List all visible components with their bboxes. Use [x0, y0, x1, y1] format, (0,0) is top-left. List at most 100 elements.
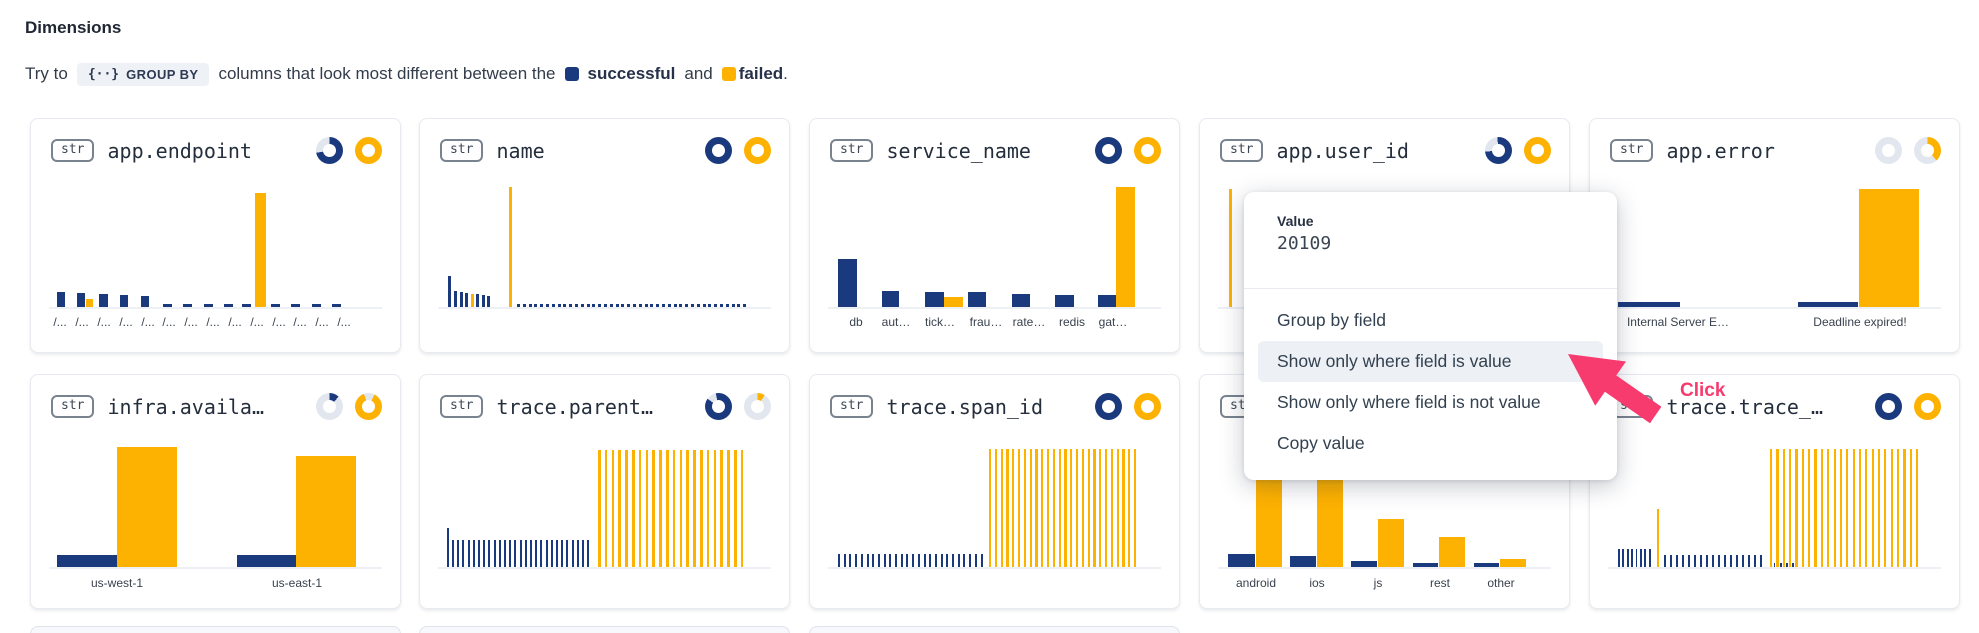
bar-failed[interactable] [1006, 449, 1009, 567]
bar-successful[interactable] [271, 304, 280, 307]
bar-successful[interactable] [866, 554, 869, 567]
menu-item-show-only-where-field-is-not-value[interactable]: Show only where field is not value [1277, 392, 1541, 412]
bar-successful[interactable] [708, 304, 712, 307]
bar-failed[interactable] [1378, 519, 1404, 567]
bar-failed[interactable] [1116, 187, 1135, 307]
bar-successful[interactable] [685, 304, 689, 307]
bar-successful[interactable] [57, 555, 117, 567]
bar-failed[interactable] [686, 450, 689, 567]
bar-failed[interactable] [1076, 449, 1079, 567]
field-card-trace.span_id[interactable]: str trace.span_id [809, 374, 1180, 609]
bar-successful[interactable] [662, 304, 665, 307]
bar-successful[interactable] [504, 540, 506, 567]
bar-failed[interactable] [1890, 449, 1893, 567]
bar-successful[interactable] [534, 304, 538, 307]
bar-successful[interactable] [1290, 556, 1316, 567]
bar-successful[interactable] [582, 540, 584, 567]
bar-successful[interactable] [575, 304, 578, 307]
bar-failed[interactable] [944, 297, 963, 307]
bar-successful[interactable] [1712, 555, 1714, 567]
bar-successful[interactable] [291, 304, 300, 307]
bar-successful[interactable] [509, 540, 512, 567]
bar-successful[interactable] [1644, 549, 1647, 567]
bar-successful[interactable] [1098, 295, 1116, 307]
bar-successful[interactable] [586, 304, 590, 307]
bar-failed[interactable] [1035, 449, 1038, 567]
field-card-trace.trace_…[interactable]: strtrace.trace_… [1589, 374, 1960, 609]
bar-successful[interactable] [514, 540, 517, 567]
bar-failed[interactable] [1858, 449, 1862, 567]
bar-failed[interactable] [1122, 449, 1125, 567]
bar-successful[interactable] [860, 554, 863, 567]
bar-failed[interactable] [1770, 449, 1773, 567]
bar-failed[interactable] [1081, 449, 1085, 567]
bar-successful[interactable] [895, 554, 897, 567]
bar-failed[interactable] [255, 193, 266, 307]
bar-successful[interactable] [447, 528, 449, 567]
bar-successful[interactable] [1798, 302, 1858, 307]
bar-successful[interactable] [99, 294, 108, 307]
bar-failed[interactable] [1801, 449, 1804, 567]
bar-failed[interactable] [1047, 449, 1050, 567]
bar-successful[interactable] [517, 304, 520, 307]
bar-successful[interactable] [691, 304, 694, 307]
bar-successful[interactable] [224, 304, 233, 307]
bar-successful[interactable] [1724, 555, 1726, 567]
bar-failed[interactable] [1916, 449, 1919, 567]
bar-successful[interactable] [1664, 555, 1666, 567]
bar-successful[interactable] [242, 304, 251, 307]
bar-failed[interactable] [693, 450, 696, 567]
bar-successful[interactable] [929, 554, 932, 567]
bar-successful[interactable] [483, 540, 486, 567]
bar-successful[interactable] [838, 554, 840, 567]
bar-successful[interactable] [882, 291, 899, 307]
bar-successful[interactable] [1635, 549, 1638, 567]
bar-successful[interactable] [163, 304, 172, 307]
bar-failed[interactable] [1795, 449, 1798, 567]
bar-successful[interactable] [946, 554, 949, 567]
bar-failed[interactable] [706, 450, 710, 567]
bar-successful[interactable] [551, 304, 555, 307]
bar-successful[interactable] [673, 304, 677, 307]
bar-failed[interactable] [1814, 449, 1817, 567]
bar-failed[interactable] [645, 450, 649, 567]
bar-failed[interactable] [1229, 189, 1232, 307]
bar-successful[interactable] [1622, 549, 1625, 567]
bar-failed[interactable] [994, 449, 998, 567]
bar-successful[interactable] [714, 304, 718, 307]
bar-successful[interactable] [963, 554, 966, 567]
bar-failed[interactable] [1000, 449, 1003, 567]
bar-successful[interactable] [535, 540, 538, 567]
bar-successful[interactable] [952, 554, 954, 567]
bar-failed[interactable] [1110, 449, 1114, 567]
bar-successful[interactable] [644, 304, 648, 307]
bar-successful[interactable] [877, 554, 880, 567]
bar-successful[interactable] [1055, 295, 1074, 307]
bar-successful[interactable] [569, 304, 573, 307]
bar-successful[interactable] [540, 540, 543, 567]
bar-successful[interactable] [638, 304, 642, 307]
bar-successful[interactable] [900, 554, 903, 567]
bar-failed[interactable] [618, 450, 621, 567]
bar-successful[interactable] [855, 554, 858, 567]
bar-successful[interactable] [743, 304, 747, 307]
menu-item-group-by-field[interactable]: Group by field [1277, 310, 1386, 330]
bar-successful[interactable] [482, 295, 485, 307]
bar-successful[interactable] [1754, 555, 1756, 567]
bar-successful[interactable] [1413, 563, 1438, 567]
bar-successful[interactable] [1676, 555, 1678, 567]
bar-successful[interactable] [872, 554, 875, 567]
bar-failed[interactable] [1087, 449, 1090, 567]
bar-successful[interactable] [1760, 555, 1762, 567]
bar-failed[interactable] [1023, 449, 1027, 567]
bar-successful[interactable] [498, 540, 501, 567]
bar-failed[interactable] [1064, 449, 1067, 567]
bar-successful[interactable] [519, 540, 522, 567]
bar-successful[interactable] [467, 540, 470, 567]
bar-failed[interactable] [598, 450, 601, 567]
bar-successful[interactable] [1736, 555, 1738, 567]
bar-failed[interactable] [1052, 449, 1056, 567]
bar-successful[interactable] [1742, 555, 1744, 567]
bar-successful[interactable] [1670, 555, 1672, 567]
bar-successful[interactable] [679, 304, 683, 307]
